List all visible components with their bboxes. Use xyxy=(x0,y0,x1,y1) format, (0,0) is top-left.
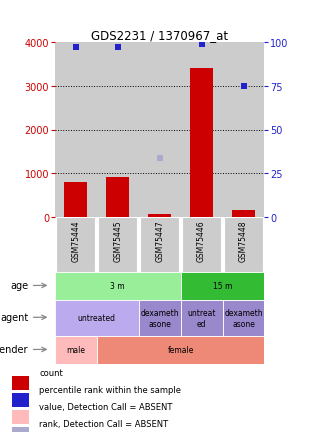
Bar xyxy=(64,183,87,217)
Text: age: age xyxy=(10,281,28,291)
Text: count: count xyxy=(39,368,63,377)
Text: GSM75447: GSM75447 xyxy=(155,220,164,261)
Bar xyxy=(98,217,137,273)
Bar xyxy=(181,43,223,217)
Bar xyxy=(224,217,263,273)
Bar xyxy=(148,214,171,217)
Bar xyxy=(139,43,181,217)
Bar xyxy=(182,217,221,273)
Text: untreat
ed: untreat ed xyxy=(187,309,216,328)
Bar xyxy=(13,410,29,424)
Text: GSM75444: GSM75444 xyxy=(71,220,80,261)
Bar xyxy=(13,427,29,434)
Bar xyxy=(223,43,264,217)
Text: rank, Detection Call = ABSENT: rank, Detection Call = ABSENT xyxy=(39,419,169,428)
Text: GSM75445: GSM75445 xyxy=(113,220,122,261)
Bar xyxy=(232,211,255,217)
Text: 15 m: 15 m xyxy=(213,282,232,291)
Bar xyxy=(55,43,97,217)
Text: agent: agent xyxy=(0,312,28,322)
Text: GSM75446: GSM75446 xyxy=(197,220,206,261)
Text: dexameth
asone: dexameth asone xyxy=(140,309,179,328)
Text: percentile rank within the sample: percentile rank within the sample xyxy=(39,385,182,394)
Text: dexameth
asone: dexameth asone xyxy=(224,309,263,328)
Bar xyxy=(56,217,95,273)
Title: GDS2231 / 1370967_at: GDS2231 / 1370967_at xyxy=(91,29,228,42)
Text: male: male xyxy=(66,346,85,355)
Text: female: female xyxy=(167,346,194,355)
Text: 3 m: 3 m xyxy=(110,282,125,291)
Bar xyxy=(140,217,179,273)
Bar xyxy=(13,393,29,407)
Text: untreated: untreated xyxy=(78,314,116,323)
Text: gender: gender xyxy=(0,345,28,355)
Bar xyxy=(190,69,213,217)
Bar xyxy=(97,43,139,217)
Bar xyxy=(106,178,129,217)
Text: value, Detection Call = ABSENT: value, Detection Call = ABSENT xyxy=(39,402,173,411)
Text: GSM75448: GSM75448 xyxy=(239,220,248,261)
Bar xyxy=(13,376,29,390)
